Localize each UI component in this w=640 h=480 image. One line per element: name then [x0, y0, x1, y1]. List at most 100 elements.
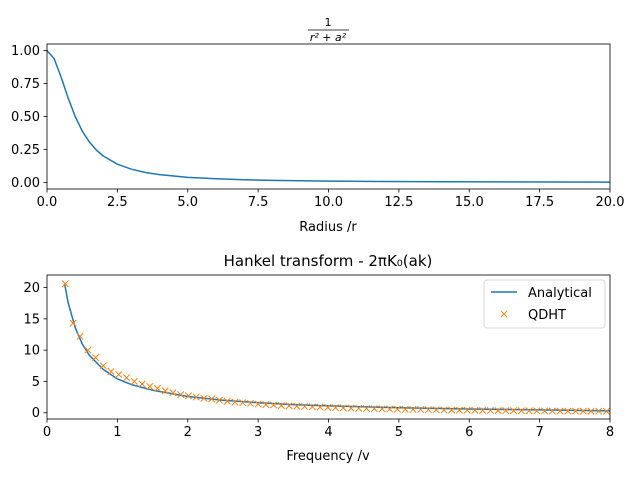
- x-tick-label: 6: [465, 425, 473, 440]
- data-point-qdht: [502, 407, 510, 415]
- series-line-analytical: [63, 283, 611, 412]
- y-tick-label: 20: [23, 281, 40, 296]
- series-group: [46, 50, 611, 183]
- data-point-qdht: [595, 407, 603, 415]
- title-denominator: r² + a²: [310, 31, 347, 44]
- data-point-qdht: [331, 404, 340, 412]
- data-point-qdht: [223, 397, 231, 405]
- data-point-qdht: [262, 401, 270, 409]
- data-point-qdht: [540, 407, 549, 415]
- data-point-qdht: [386, 405, 394, 413]
- data-point-qdht: [455, 406, 463, 414]
- y-tick-label: 0.00: [11, 176, 40, 191]
- data-point-qdht: [69, 319, 77, 327]
- data-point-qdht: [138, 380, 146, 388]
- plot-frame: [46, 274, 611, 420]
- y-tick-label: 1.00: [11, 44, 40, 59]
- data-point-qdht: [239, 399, 247, 407]
- x-tick-label: 7: [535, 425, 543, 440]
- data-point-qdht: [471, 406, 479, 414]
- data-point-qdht: [556, 407, 564, 415]
- data-point-qdht: [301, 402, 309, 411]
- data-point-qdht: [417, 406, 425, 414]
- y-axis-ticks: 0 5 10 15 20: [23, 281, 47, 421]
- title-numerator: 1: [325, 16, 332, 29]
- data-point-qdht: [587, 407, 595, 415]
- series-line-curve: [46, 50, 611, 183]
- data-point-qdht: [463, 406, 471, 414]
- y-tick-label: 0: [32, 406, 40, 421]
- x-tick-label: 15.0: [455, 195, 484, 210]
- data-point-qdht: [200, 394, 208, 402]
- chart-hankel-transform: Hankel transform - 2πK₀(ak) 0 1 2 3 4 5 6 7 8 0 5…: [23, 252, 614, 464]
- chart-title: 1 r² + a²: [308, 16, 349, 44]
- data-point-qdht: [293, 402, 301, 410]
- data-point-qdht: [308, 403, 316, 411]
- data-point-qdht: [486, 406, 494, 415]
- data-point-qdht: [316, 403, 324, 411]
- data-point-qdht: [61, 280, 69, 288]
- data-point-qdht: [339, 404, 347, 412]
- data-point-qdht: [533, 407, 541, 415]
- data-point-qdht: [161, 387, 169, 395]
- data-point-qdht: [115, 370, 123, 379]
- x-tick-label: 7.5: [248, 195, 269, 210]
- data-point-qdht: [84, 346, 92, 354]
- data-point-qdht: [370, 405, 378, 413]
- x-axis-ticks: 0 1 2 3 4 5 6 7 8: [43, 419, 614, 440]
- legend-label-qdht: QDHT: [528, 308, 566, 323]
- x-tick-label: 5.0: [177, 195, 198, 210]
- x-tick-label: 17.5: [525, 195, 554, 210]
- x-tick-label: 8: [606, 425, 614, 440]
- data-point-qdht: [130, 377, 138, 385]
- x-axis-ticks: 0.0 2.5 5.0 7.5 10.0 12.5 15.0 17.5 20.0: [37, 189, 625, 210]
- data-point-qdht: [432, 406, 440, 414]
- data-point-qdht: [579, 407, 587, 415]
- data-point-qdht: [424, 406, 432, 414]
- data-point-qdht: [246, 399, 254, 407]
- data-point-qdht: [270, 401, 278, 409]
- plot-frame: [46, 43, 611, 190]
- data-point-qdht: [76, 332, 84, 340]
- x-tick-label: 20.0: [596, 195, 625, 210]
- y-tick-label: 0.75: [11, 77, 40, 92]
- x-tick-label: 1: [113, 425, 121, 440]
- x-tick-label: 0.0: [37, 195, 58, 210]
- y-tick-label: 0.25: [11, 143, 40, 158]
- data-point-qdht: [324, 403, 332, 411]
- data-point-qdht: [192, 393, 200, 401]
- data-point-qdht: [571, 407, 580, 415]
- x-tick-label: 2.5: [107, 195, 128, 210]
- data-point-qdht: [215, 396, 223, 404]
- x-tick-label: 2: [184, 425, 192, 440]
- data-point-qdht: [564, 407, 572, 415]
- y-axis-ticks: 0.00 0.25 0.50 0.75 1.00: [11, 44, 47, 191]
- data-point-qdht: [169, 389, 177, 397]
- x-tick-label: 10.0: [314, 195, 343, 210]
- data-point-qdht: [517, 407, 525, 415]
- y-tick-label: 15: [23, 312, 40, 327]
- y-tick-label: 10: [23, 344, 40, 359]
- data-point-qdht: [146, 382, 154, 390]
- legend-label-analytical: Analytical: [528, 286, 592, 301]
- data-point-qdht: [92, 354, 100, 362]
- data-point-qdht: [99, 362, 107, 370]
- data-point-qdht: [177, 391, 185, 399]
- data-point-qdht: [409, 405, 417, 414]
- data-point-qdht: [494, 406, 502, 415]
- data-point-qdht: [254, 400, 262, 408]
- data-point-qdht: [401, 405, 409, 413]
- x-axis-label: Radius /r: [299, 220, 357, 235]
- legend: Analytical QDHT: [483, 279, 606, 329]
- data-point-qdht: [122, 374, 131, 382]
- data-point-qdht: [355, 404, 363, 412]
- data-point-qdht: [448, 406, 456, 414]
- data-point-qdht: [277, 401, 285, 410]
- y-tick-label: 0.50: [11, 110, 40, 125]
- data-point-qdht: [479, 406, 487, 414]
- x-tick-label: 0: [43, 425, 51, 440]
- data-point-qdht: [208, 395, 216, 403]
- data-point-qdht: [525, 407, 533, 415]
- data-point-qdht: [285, 402, 293, 410]
- chart-radial-function: 1 r² + a² 0.0 2.5 5.0 7.5 10.0 12.5 15.0 17.5 20…: [11, 16, 624, 235]
